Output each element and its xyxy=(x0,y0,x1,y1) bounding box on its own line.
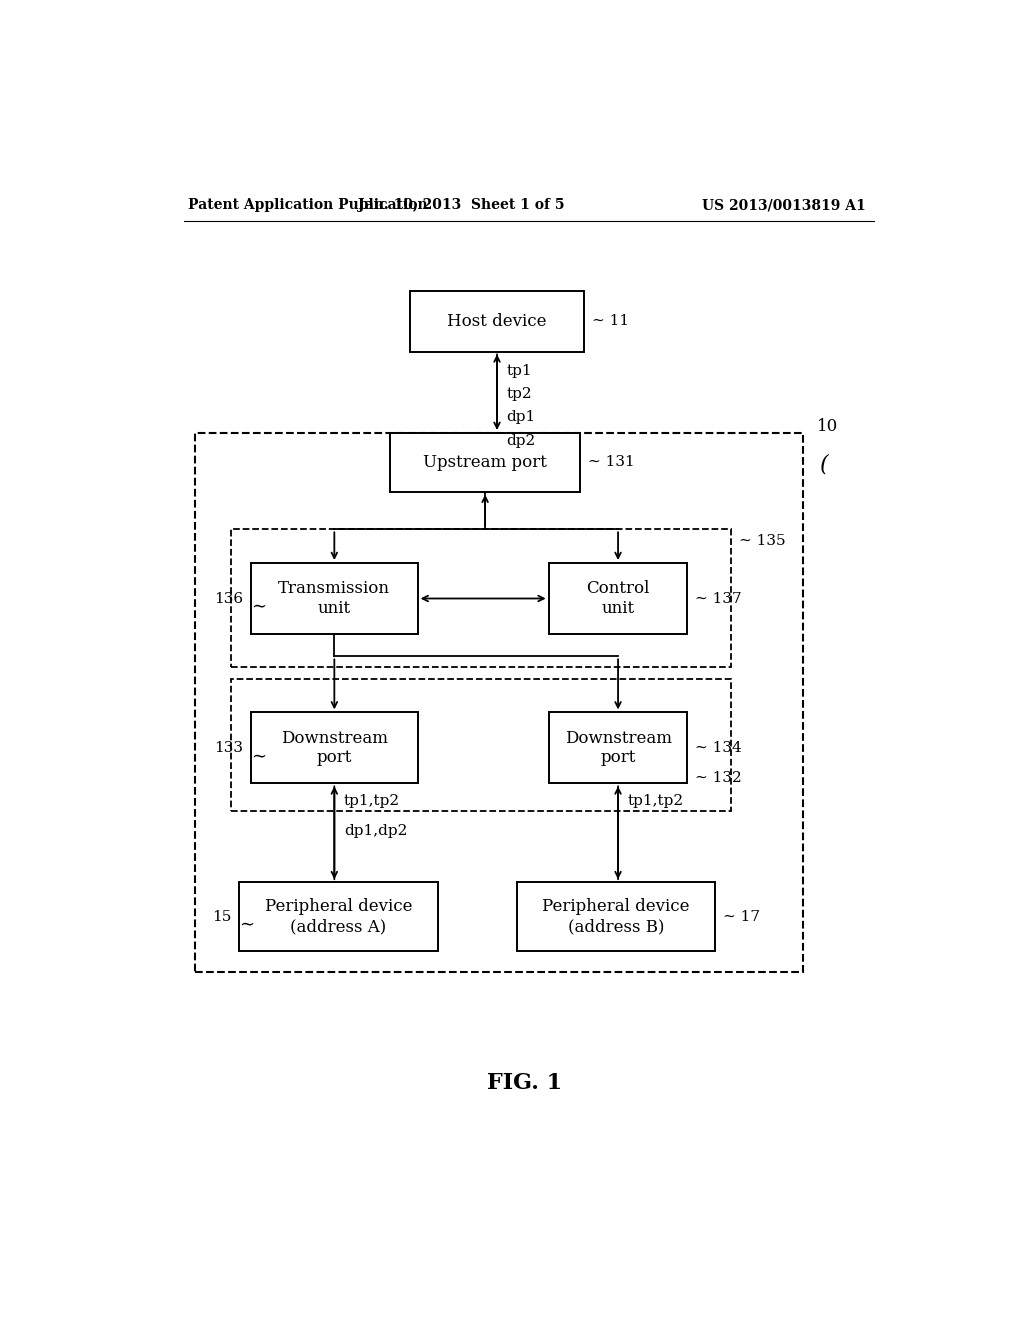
Text: Control
unit: Control unit xyxy=(587,581,650,616)
Text: Host device: Host device xyxy=(447,313,547,330)
Text: dp2: dp2 xyxy=(507,434,536,447)
Bar xyxy=(231,529,731,667)
Text: US 2013/0013819 A1: US 2013/0013819 A1 xyxy=(702,198,866,213)
Text: FIG. 1: FIG. 1 xyxy=(487,1072,562,1094)
Text: tp2: tp2 xyxy=(507,387,532,401)
Text: ∼ 132: ∼ 132 xyxy=(695,771,742,785)
Text: ∼ 11: ∼ 11 xyxy=(592,314,630,329)
Text: ∼: ∼ xyxy=(240,916,254,933)
Text: 133: 133 xyxy=(214,741,243,755)
Text: ∼ 134: ∼ 134 xyxy=(695,741,742,755)
Text: dp1,dp2: dp1,dp2 xyxy=(344,824,408,838)
Bar xyxy=(517,882,715,952)
Text: ∼ 131: ∼ 131 xyxy=(588,455,635,470)
Text: Jan. 10, 2013  Sheet 1 of 5: Jan. 10, 2013 Sheet 1 of 5 xyxy=(358,198,564,213)
Bar xyxy=(196,433,803,972)
Bar xyxy=(549,713,687,784)
Bar xyxy=(390,433,581,492)
Text: 10: 10 xyxy=(817,418,838,434)
Text: dp1: dp1 xyxy=(507,411,536,425)
Text: Upstream port: Upstream port xyxy=(423,454,547,471)
Text: Transmission
unit: Transmission unit xyxy=(279,581,390,616)
Text: ∼ 137: ∼ 137 xyxy=(695,591,742,606)
Bar xyxy=(231,678,731,810)
Text: Downstream
port: Downstream port xyxy=(281,730,388,766)
Text: 136: 136 xyxy=(214,591,243,606)
Text: ∼: ∼ xyxy=(251,598,266,615)
Text: Peripheral device
(address A): Peripheral device (address A) xyxy=(264,899,412,935)
Text: tp1,tp2: tp1,tp2 xyxy=(344,793,400,808)
Text: tp1: tp1 xyxy=(507,364,532,378)
Bar xyxy=(240,882,437,952)
Text: (: ( xyxy=(820,453,828,475)
Bar xyxy=(410,290,585,351)
Text: ∼ 135: ∼ 135 xyxy=(739,535,785,549)
Bar xyxy=(251,713,418,784)
Text: 15: 15 xyxy=(212,909,231,924)
Text: ∼: ∼ xyxy=(251,747,266,766)
Text: tp1,tp2: tp1,tp2 xyxy=(628,793,684,808)
Bar xyxy=(549,562,687,634)
Text: Peripheral device
(address B): Peripheral device (address B) xyxy=(543,899,690,935)
Bar xyxy=(251,562,418,634)
Text: ∼ 17: ∼ 17 xyxy=(723,909,760,924)
Text: Patent Application Publication: Patent Application Publication xyxy=(187,198,427,213)
Text: Downstream
port: Downstream port xyxy=(564,730,672,766)
